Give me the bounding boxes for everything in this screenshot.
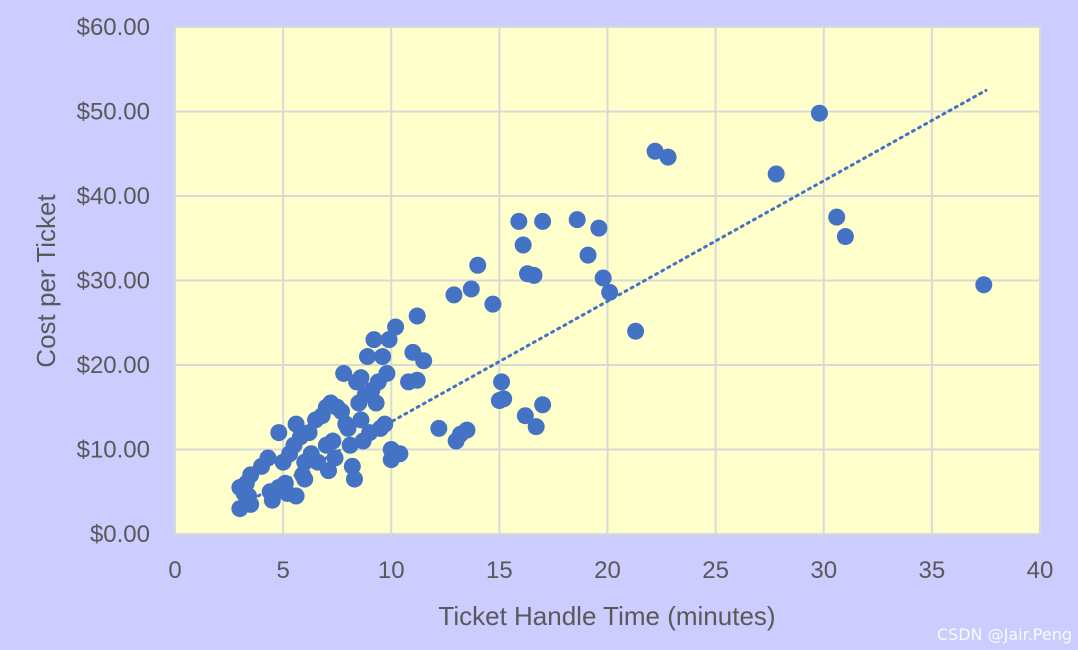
x-tick-label: 30	[810, 557, 837, 584]
x-tick-label: 40	[1027, 557, 1054, 584]
data-point	[287, 487, 305, 505]
gridlines	[174, 26, 1041, 535]
data-point	[352, 411, 370, 429]
x-tick-label: 5	[276, 557, 289, 584]
data-point	[415, 352, 433, 370]
data-point	[263, 491, 281, 509]
data-point	[659, 148, 677, 166]
data-point	[380, 331, 398, 349]
data-point	[358, 348, 376, 366]
data-point	[345, 470, 363, 488]
data-point	[469, 256, 487, 274]
data-point	[516, 407, 534, 425]
data-point	[627, 322, 645, 340]
data-point	[326, 449, 344, 467]
data-point	[534, 212, 552, 230]
data-point	[767, 165, 785, 183]
data-point	[378, 364, 396, 382]
y-axis-title: Cost per Ticket	[31, 194, 61, 368]
x-tick-label: 15	[486, 557, 513, 584]
data-point	[534, 396, 552, 414]
data-point	[367, 394, 385, 412]
watermark-text: CSDN @Jair.Peng	[936, 625, 1072, 644]
data-point	[430, 419, 448, 437]
data-point	[975, 276, 993, 294]
y-tick-label: $60.00	[77, 14, 150, 41]
data-point	[646, 142, 664, 160]
data-point	[458, 421, 476, 439]
data-point	[270, 424, 288, 442]
data-point	[339, 419, 357, 437]
data-point	[568, 211, 586, 229]
data-point	[324, 432, 342, 450]
data-point	[828, 208, 846, 226]
y-tick-label: $30.00	[77, 268, 150, 295]
data-point	[462, 280, 480, 298]
data-point	[300, 424, 318, 442]
y-tick-label: $10.00	[77, 437, 150, 464]
data-point	[408, 371, 426, 389]
data-point	[365, 331, 383, 349]
data-point	[836, 228, 854, 246]
x-tick-label: 10	[378, 557, 405, 584]
data-point	[374, 348, 392, 366]
y-axis-ticks: $0.00 $10.00 $20.00 $30.00 $40.00 $50.00 $60.0…	[77, 14, 150, 548]
data-point	[590, 219, 608, 237]
x-tick-label: 35	[919, 557, 946, 584]
data-point	[391, 445, 409, 463]
x-axis-title: Ticket Handle Time (minutes)	[438, 601, 775, 631]
data-point	[259, 449, 277, 467]
data-points	[231, 104, 993, 518]
data-point	[514, 236, 532, 254]
data-point	[495, 390, 513, 408]
data-point	[594, 269, 612, 287]
data-point	[320, 462, 338, 480]
y-tick-label: $20.00	[77, 352, 150, 379]
x-axis-ticks: 0 5 10 15 20 25 30 35 40	[168, 557, 1053, 584]
data-point	[408, 307, 426, 325]
x-tick-label: 0	[168, 557, 181, 584]
data-point	[445, 286, 463, 304]
data-point	[527, 418, 545, 436]
data-point	[296, 470, 314, 488]
x-tick-label: 20	[594, 557, 621, 584]
data-point	[484, 295, 502, 313]
y-tick-label: $0.00	[90, 521, 150, 548]
data-point	[231, 500, 249, 518]
data-point	[510, 212, 528, 230]
data-point	[810, 104, 828, 122]
y-tick-label: $50.00	[77, 99, 150, 126]
data-point	[601, 283, 619, 301]
data-point	[240, 487, 258, 505]
data-point	[352, 369, 370, 387]
data-point	[341, 436, 359, 454]
x-tick-label: 25	[702, 557, 729, 584]
data-point	[387, 318, 405, 336]
y-tick-label: $40.00	[77, 183, 150, 210]
data-point	[343, 457, 361, 475]
data-point	[376, 415, 394, 433]
data-point	[579, 246, 597, 264]
data-point	[335, 364, 353, 382]
data-point	[493, 373, 511, 391]
data-point	[525, 266, 543, 284]
